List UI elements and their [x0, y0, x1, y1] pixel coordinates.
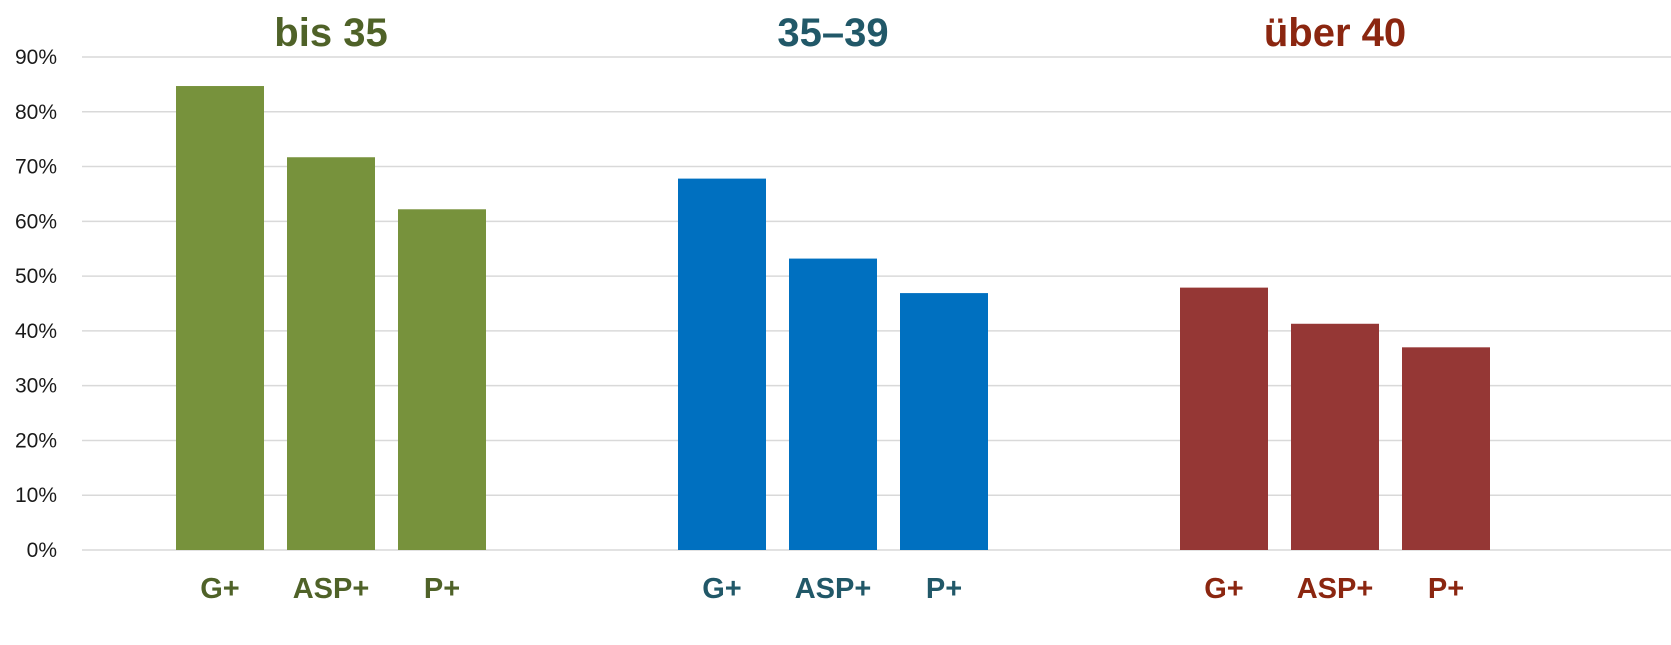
category-label: G+: [702, 573, 742, 605]
group-titles: bis 35 35–39 über 40: [274, 11, 1406, 55]
group-title: bis 35: [274, 11, 387, 55]
category-labels: G+ ASP+ P+ G+ ASP+ P+ G+ ASP+ P+: [200, 573, 1464, 605]
bar: [900, 293, 988, 550]
bar: [678, 178, 766, 550]
y-tick-label: 0%: [27, 539, 57, 562]
category-label: G+: [1204, 573, 1244, 605]
category-label: P+: [926, 573, 962, 605]
category-label: ASP+: [795, 573, 872, 605]
bar: [176, 86, 264, 550]
category-label: ASP+: [1297, 573, 1374, 605]
group-title: 35–39: [777, 11, 888, 55]
group-title: über 40: [1264, 11, 1406, 55]
bar: [398, 209, 486, 550]
y-tick-label: 90%: [15, 46, 57, 69]
category-label: G+: [200, 573, 240, 605]
y-tick-label: 40%: [15, 320, 57, 343]
category-label: P+: [1428, 573, 1464, 605]
bar: [1402, 347, 1490, 550]
y-tick-label: 60%: [15, 210, 57, 233]
y-tick-label: 70%: [15, 156, 57, 179]
category-label: ASP+: [293, 573, 370, 605]
y-tick-label: 20%: [15, 429, 57, 452]
category-label: P+: [424, 573, 460, 605]
y-tick-label: 10%: [15, 484, 57, 507]
y-tick-label: 80%: [15, 101, 57, 124]
y-tick-label: 50%: [15, 265, 57, 288]
bar: [287, 157, 375, 550]
y-axis-ticks: 0% 10% 20% 30% 40% 50% 60% 70% 80% 90%: [15, 46, 57, 562]
bar: [1291, 323, 1379, 550]
y-tick-label: 30%: [15, 375, 57, 398]
bars-layer: [176, 86, 1490, 550]
bar: [1180, 287, 1268, 550]
bar: [789, 258, 877, 550]
